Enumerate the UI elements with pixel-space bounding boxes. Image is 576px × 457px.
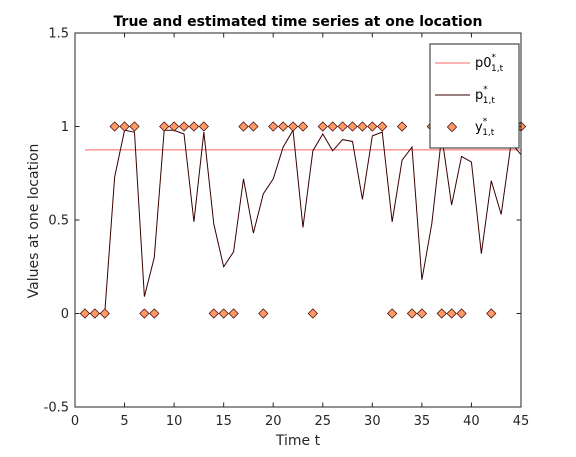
data-point	[436, 308, 447, 319]
legend-box	[429, 43, 520, 149]
data-point	[238, 121, 249, 132]
data-point	[178, 121, 190, 132]
series-lines	[84, 128, 522, 314]
data-point	[357, 121, 368, 132]
data-point	[218, 308, 229, 319]
x-tick-label: 20	[265, 414, 282, 429]
series-line-p	[84, 128, 522, 314]
data-point	[486, 308, 497, 319]
legend-label: y* 1,t	[475, 117, 495, 138]
data-point	[188, 121, 200, 132]
legend-label: p0* 1,t	[475, 53, 504, 74]
x-axis-label: Time t	[275, 433, 321, 449]
chart-title: True and estimated time series at one lo…	[114, 14, 483, 30]
data-point	[159, 121, 170, 132]
data-point	[129, 121, 140, 132]
data-point	[99, 308, 110, 319]
data-point	[228, 308, 239, 319]
x-tick-label: 35	[414, 414, 431, 429]
data-point	[406, 308, 418, 319]
x-tick-label: 30	[364, 414, 381, 429]
data-point	[317, 121, 328, 132]
data-point	[89, 308, 100, 319]
data-point	[109, 121, 120, 132]
series-markers	[79, 121, 527, 319]
x-tick-label: 45	[513, 414, 530, 429]
data-point	[347, 121, 358, 132]
data-point	[248, 121, 259, 132]
data-point	[456, 308, 467, 319]
data-point	[307, 308, 318, 319]
legend-items: p0* 1,t p* 1,t y* 1,t	[435, 53, 504, 138]
y-axis-label: Values at one location	[26, 144, 42, 299]
y-tick-label: 1.5	[48, 27, 69, 42]
data-point	[287, 121, 299, 132]
x-tick-label: 5	[120, 414, 128, 429]
data-point	[258, 308, 269, 319]
data-point	[208, 308, 219, 319]
y-tick-label: 1	[61, 120, 69, 135]
data-point	[446, 308, 457, 319]
data-point	[278, 121, 289, 132]
data-point	[119, 121, 130, 132]
data-point	[169, 121, 180, 132]
data-point	[79, 308, 91, 319]
y-tick-label: 0	[61, 307, 69, 322]
data-point	[416, 308, 427, 319]
data-point	[297, 121, 309, 132]
x-tick-label: 10	[166, 414, 183, 429]
data-point	[396, 121, 408, 132]
data-point	[387, 308, 398, 319]
x-tick-label: 15	[215, 414, 232, 429]
x-tick-label: 40	[463, 414, 480, 429]
y-tick-label: 0.5	[48, 214, 69, 229]
x-tick-label: 25	[315, 414, 332, 429]
legend: p0* 1,t p* 1,t y* 1,t	[429, 43, 520, 149]
data-point	[268, 121, 279, 132]
data-point	[367, 121, 378, 132]
data-point	[139, 308, 150, 319]
y-tick-label: -0.5	[44, 401, 69, 416]
data-point	[377, 121, 388, 132]
data-point	[337, 121, 348, 132]
axis-ticks: 0 5 10 15 20 25 30 35 40 45-0.500.511.5	[44, 27, 530, 430]
legend-swatch-marker	[446, 121, 458, 133]
data-point	[327, 121, 338, 132]
x-tick-label: 0	[71, 414, 79, 429]
data-point	[198, 121, 209, 132]
data-point	[149, 308, 160, 319]
legend-label: p* 1,t	[475, 85, 495, 106]
